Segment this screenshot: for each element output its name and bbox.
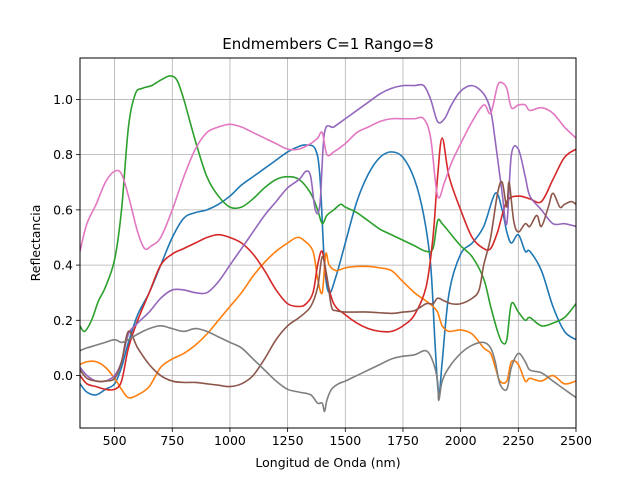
x-tick-label: 500 xyxy=(103,433,127,448)
y-tick-label: 1.0 xyxy=(53,92,73,107)
y-tick-label: 0.2 xyxy=(53,313,73,328)
x-tick-label: 2500 xyxy=(560,433,592,448)
plot-area xyxy=(80,58,576,428)
x-axis: 500 750 1000 1250 1500 1750 2000 2250 2500 xyxy=(103,428,592,448)
x-tick-label: 1250 xyxy=(272,433,304,448)
x-axis-label: Longitud de Onda (nm) xyxy=(255,455,400,470)
plot-frame xyxy=(79,57,577,429)
series-line-3 xyxy=(80,75,576,345)
series-group xyxy=(80,75,576,413)
x-tick-label: 1000 xyxy=(214,433,246,448)
x-tick-label: 2000 xyxy=(445,433,477,448)
series-line-8 xyxy=(80,325,576,413)
series-line-5 xyxy=(80,83,576,383)
series-line-7 xyxy=(80,81,576,253)
y-axis: 0.0 0.2 0.4 0.6 0.8 1.0 xyxy=(53,92,80,383)
x-tick-label: 1500 xyxy=(329,433,361,448)
y-axis-label: Reflectancia xyxy=(28,205,43,282)
x-tick-label: 750 xyxy=(160,433,184,448)
x-tick-label: 2250 xyxy=(502,433,534,448)
x-tick-label: 1750 xyxy=(387,433,419,448)
y-tick-label: 0.8 xyxy=(53,147,73,162)
chart-title: Endmembers C=1 Rango=8 xyxy=(222,35,433,53)
y-tick-label: 0.4 xyxy=(53,258,73,273)
y-tick-label: 0.0 xyxy=(53,368,73,383)
y-tick-label: 0.6 xyxy=(53,202,73,217)
series-line-6 xyxy=(80,180,576,388)
